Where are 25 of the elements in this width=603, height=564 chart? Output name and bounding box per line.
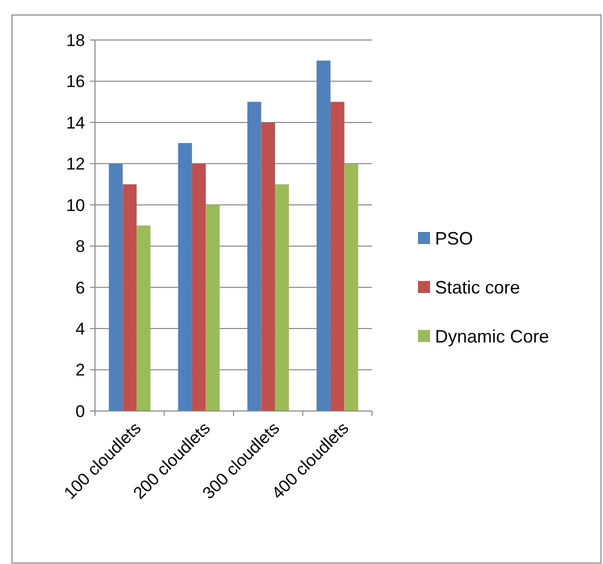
legend-label: Dynamic Core (435, 326, 550, 346)
bar (316, 60, 330, 411)
bar (275, 184, 289, 411)
y-tick-label: 8 (76, 237, 85, 256)
y-tick-label: 6 (76, 278, 85, 298)
legend-label: Static core (435, 277, 520, 298)
y-tick-label: 2 (76, 360, 85, 380)
bar (108, 164, 123, 411)
bar (136, 226, 150, 411)
bar (247, 102, 262, 411)
y-tick-label: 4 (76, 320, 85, 339)
bar (261, 122, 276, 411)
legend-label: PSO (435, 228, 474, 248)
bar (192, 164, 206, 411)
bar (206, 204, 220, 411)
y-tick-label: 16 (66, 72, 85, 92)
bar (344, 164, 358, 411)
y-tick-label: 18 (66, 30, 85, 50)
bar (330, 102, 344, 411)
bar (178, 143, 192, 411)
y-tick-label: 12 (66, 154, 85, 174)
y-tick-label: 0 (76, 402, 85, 421)
y-tick-label: 14 (66, 113, 85, 132)
bar (122, 184, 137, 411)
y-tick-label: 10 (66, 196, 85, 215)
